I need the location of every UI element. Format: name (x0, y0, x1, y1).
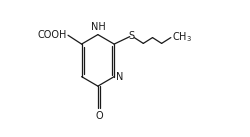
Text: CH$_3$: CH$_3$ (172, 31, 192, 45)
Text: N: N (116, 72, 124, 82)
Text: S: S (128, 31, 134, 41)
Text: COOH: COOH (38, 30, 67, 40)
Text: NH: NH (90, 22, 105, 32)
Text: O: O (95, 111, 103, 121)
